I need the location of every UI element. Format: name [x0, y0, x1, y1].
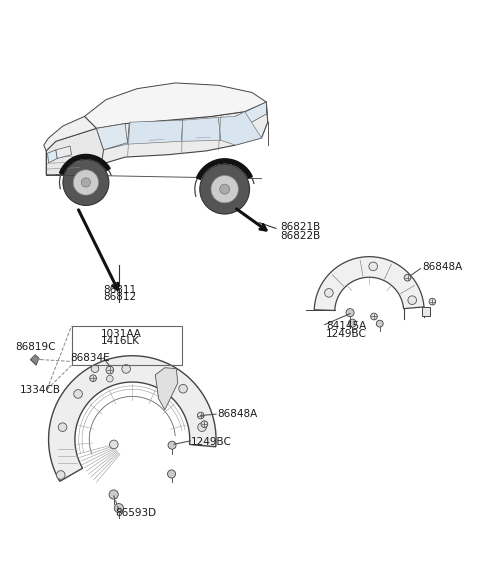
Polygon shape	[48, 150, 57, 163]
Circle shape	[73, 170, 98, 195]
Polygon shape	[104, 122, 130, 150]
Circle shape	[200, 164, 250, 214]
Circle shape	[114, 504, 123, 513]
Circle shape	[63, 160, 109, 205]
Text: 86848A: 86848A	[422, 262, 462, 272]
Polygon shape	[48, 356, 216, 481]
Circle shape	[81, 178, 91, 187]
Circle shape	[376, 320, 383, 327]
Text: 86821B: 86821B	[281, 222, 321, 232]
Circle shape	[201, 421, 208, 427]
Text: 1249BC: 1249BC	[326, 329, 367, 339]
Text: 86819C: 86819C	[15, 342, 56, 352]
Circle shape	[74, 390, 83, 398]
Polygon shape	[218, 112, 262, 145]
Circle shape	[404, 274, 411, 281]
Text: 86822B: 86822B	[281, 231, 321, 241]
Polygon shape	[44, 116, 96, 151]
Polygon shape	[235, 102, 266, 126]
Circle shape	[168, 441, 176, 449]
Polygon shape	[56, 146, 72, 158]
Text: 1249BC: 1249BC	[191, 437, 232, 447]
Circle shape	[198, 423, 206, 431]
Circle shape	[324, 289, 333, 297]
Polygon shape	[421, 307, 430, 316]
Circle shape	[109, 490, 118, 499]
Polygon shape	[46, 129, 104, 175]
Circle shape	[91, 365, 99, 373]
Circle shape	[90, 375, 96, 382]
Polygon shape	[156, 367, 178, 410]
Circle shape	[57, 471, 65, 479]
Text: 84145A: 84145A	[326, 321, 366, 331]
Polygon shape	[84, 83, 266, 129]
Circle shape	[346, 309, 354, 316]
Circle shape	[220, 184, 229, 194]
Circle shape	[429, 298, 436, 305]
Polygon shape	[60, 154, 110, 174]
Polygon shape	[128, 120, 182, 144]
Circle shape	[408, 296, 417, 305]
Polygon shape	[196, 159, 252, 180]
Circle shape	[168, 470, 176, 478]
Circle shape	[107, 375, 113, 382]
Circle shape	[369, 262, 377, 271]
Circle shape	[371, 313, 377, 320]
Polygon shape	[56, 102, 268, 175]
Text: 1334CB: 1334CB	[20, 385, 61, 395]
Text: 86811: 86811	[103, 285, 136, 295]
Circle shape	[58, 423, 67, 431]
Circle shape	[179, 384, 187, 393]
Text: 86812: 86812	[103, 292, 136, 302]
Text: 86834E: 86834E	[70, 353, 110, 363]
Bar	[72, 326, 181, 365]
Circle shape	[109, 440, 118, 448]
Polygon shape	[181, 117, 221, 141]
Circle shape	[211, 176, 239, 203]
Circle shape	[197, 412, 204, 419]
Polygon shape	[306, 310, 335, 311]
Text: 1416LK: 1416LK	[101, 336, 140, 346]
Polygon shape	[314, 257, 424, 311]
Polygon shape	[30, 355, 39, 365]
Text: 86848A: 86848A	[217, 409, 257, 419]
Polygon shape	[96, 124, 128, 150]
Text: 1031AA: 1031AA	[101, 329, 142, 339]
Text: 86593D: 86593D	[116, 508, 156, 518]
Circle shape	[106, 366, 114, 374]
Circle shape	[348, 319, 357, 327]
Circle shape	[122, 365, 131, 373]
